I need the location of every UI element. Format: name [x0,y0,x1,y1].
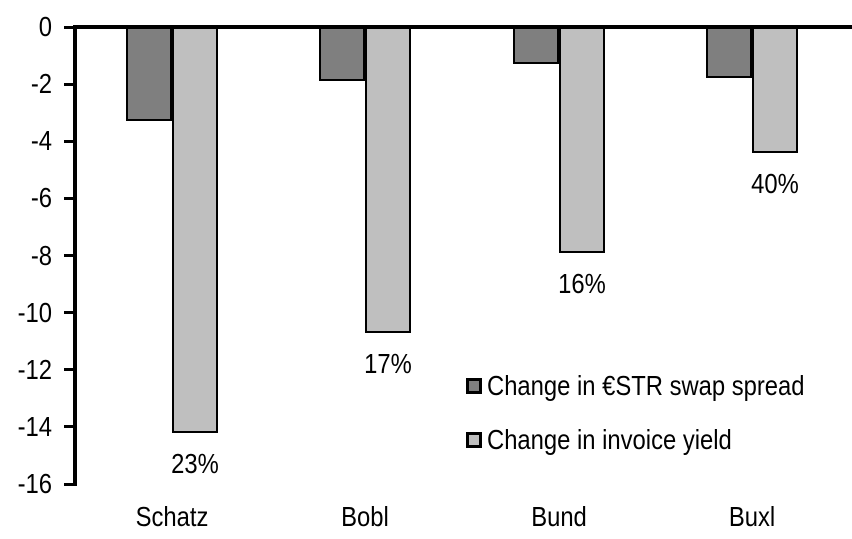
y-tick-mark [64,254,73,257]
y-tick-label: 0 [38,11,52,42]
y-tick-label: -16 [17,468,52,499]
y-tick-mark [64,482,73,486]
y-axis-line [73,25,77,486]
y-tick-label: -6 [30,182,52,214]
bar-series0-buxl [706,27,753,79]
bar-series1-bund [558,27,605,253]
y-tick-mark [64,196,73,200]
y-tick-label: -2 [30,68,52,100]
legend: Change in €STR swap spread Change in invo… [466,369,852,477]
legend-swatch [466,432,482,448]
y-tick-label: -4 [30,125,52,157]
y-tick-mark [64,311,73,315]
y-tick-mark [64,368,73,372]
bar-series1-bobl [365,27,412,333]
data-label-bund: 16% [557,267,606,299]
y-tick-label: -12 [17,353,52,385]
y-tick-mark [64,25,73,29]
bar-series0-bund [512,27,559,65]
y-tick-label: -14 [17,410,52,442]
y-tick-mark [64,82,73,86]
x-axis-zero-line [73,25,852,29]
x-label-bobl: Bobl [341,501,390,532]
data-label-schatz: 23% [170,447,219,479]
bar-series1-schatz [171,27,218,433]
bar-series0-bobl [319,27,366,82]
legend-swatch [466,378,482,394]
legend-label: Change in €STR swap spread [487,370,805,401]
x-label-buxl: Buxl [729,501,776,532]
legend-item-1: Change in invoice yield [466,423,852,457]
bar-series1-buxl [752,27,799,153]
y-tick-mark [64,139,73,143]
legend-label: Change in invoice yield [487,424,732,455]
data-label-bobl: 17% [364,347,413,379]
y-tick-mark [64,425,73,429]
data-label-buxl: 40% [751,167,800,199]
bar-series0-schatz [125,27,172,122]
x-label-schatz: Schatz [135,501,209,532]
x-label-bund: Bund [530,501,587,532]
y-tick-label: -10 [17,296,52,328]
legend-item-0: Change in €STR swap spread [466,369,852,403]
y-tick-label: -8 [30,239,52,271]
